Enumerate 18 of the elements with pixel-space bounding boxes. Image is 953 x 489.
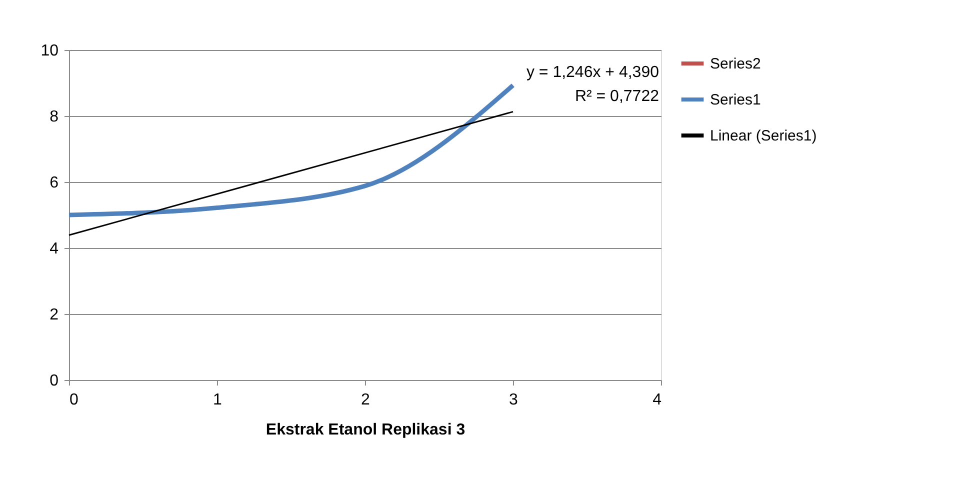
x-tick-label: 3 [509,392,518,408]
y-tick-label: 8 [50,108,59,126]
y-tick-label: 6 [50,174,59,192]
legend-label: Linear (Series1) [710,128,817,144]
legend-label: Series1 [710,92,761,108]
x-tick-label: 2 [361,392,370,408]
y-tick-label: 4 [50,240,59,258]
y-tick-label: 2 [50,306,59,324]
x-axis-title: Ekstrak Etanol Replikasi 3 [266,422,466,438]
legend-label: Series2 [710,56,761,72]
annotation: R² = 0,7722 [574,88,660,105]
x-tick-label: 1 [213,392,222,408]
annotation: y = 1,246x + 4,390 [526,64,660,81]
y-tick-label: 0 [50,372,59,390]
y-tick-label: 10 [40,42,59,60]
x-tick-label: 0 [70,392,78,408]
line-series [66,83,516,218]
x-tick-label: 4 [652,392,662,408]
